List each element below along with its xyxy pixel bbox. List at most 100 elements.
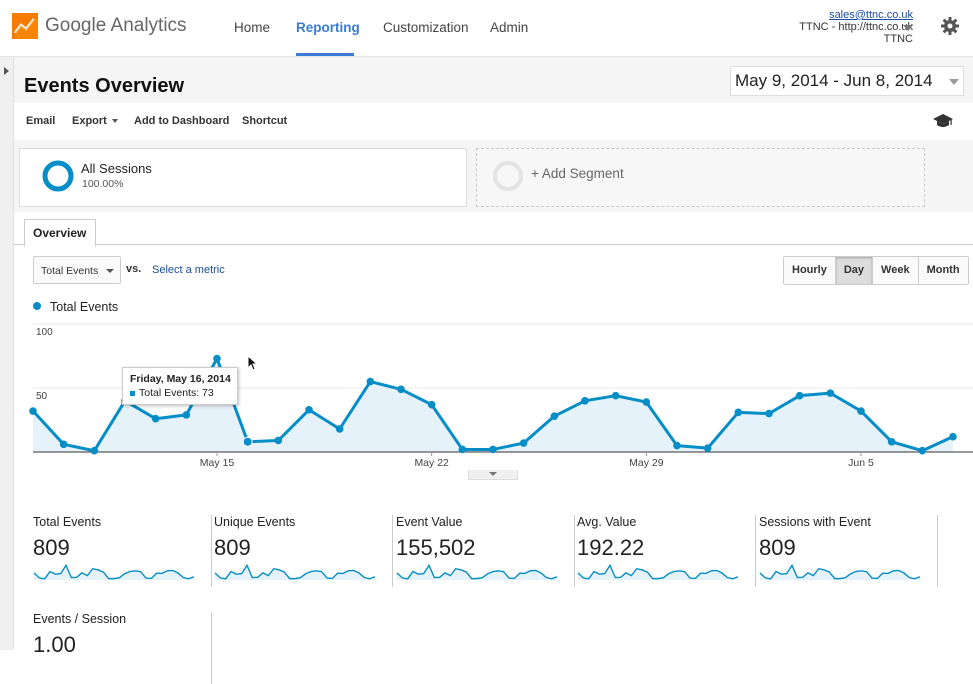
tooltip-value: Total Events: 73	[139, 387, 214, 399]
sparkline-area	[34, 565, 194, 580]
cursor-icon	[247, 355, 259, 371]
gear-icon[interactable]	[941, 17, 959, 35]
metric-label: Sessions with Event	[759, 515, 871, 529]
metric-value: 809	[214, 535, 251, 560]
tab-overview-label: Overview	[33, 226, 87, 240]
data-point[interactable]	[90, 446, 99, 455]
data-point[interactable]	[59, 440, 68, 449]
data-point[interactable]	[703, 444, 712, 452]
data-point[interactable]	[242, 436, 253, 447]
data-point[interactable]	[29, 407, 37, 415]
data-point[interactable]	[335, 425, 344, 433]
data-point[interactable]	[427, 400, 436, 409]
chevron-down-icon	[489, 472, 497, 476]
tooltip-date: Friday, May 16, 2014	[130, 373, 231, 385]
sidebar-toggle[interactable]	[0, 57, 14, 650]
data-point[interactable]	[151, 414, 160, 423]
account-selector[interactable]: sales@ttnc.co.uk TTNC - http://ttnc.co.u…	[799, 9, 913, 45]
metric-tile-total-events[interactable]: Total Events 809	[33, 515, 212, 587]
metric-value: 155,502	[396, 535, 476, 560]
series-area	[33, 358, 953, 452]
legend-label: Total Events	[50, 300, 119, 314]
granularity-toggle: Hourly Day Week Month	[783, 256, 969, 285]
sparkline-line	[759, 563, 921, 580]
data-point[interactable]	[489, 445, 497, 454]
nav-reporting[interactable]: Reporting	[296, 20, 360, 35]
data-point[interactable]	[918, 446, 927, 455]
chevron-down-icon	[106, 269, 114, 273]
x-tick-label: May 22	[414, 457, 449, 469]
chevron-down-icon[interactable]	[903, 25, 913, 31]
metric-value: 192.22	[577, 535, 645, 560]
data-point[interactable]	[519, 439, 528, 447]
data-point[interactable]	[857, 407, 865, 415]
month-button[interactable]: Month	[917, 257, 968, 284]
data-point[interactable]	[274, 436, 283, 445]
data-point[interactable]	[581, 397, 589, 405]
data-point[interactable]	[458, 445, 467, 454]
sparkline	[759, 563, 921, 580]
x-tick-label: Jun 5	[848, 457, 874, 469]
metric-tile-unique-events[interactable]: Unique Events 809	[214, 515, 393, 587]
graduation-cap-icon[interactable]	[933, 113, 953, 129]
data-point[interactable]	[887, 437, 896, 446]
nav-customization[interactable]: Customization	[383, 20, 469, 35]
metric-tile-event-value[interactable]: Event Value 155,502	[396, 515, 575, 587]
email-button[interactable]: Email	[26, 115, 56, 127]
data-point[interactable]	[673, 441, 681, 450]
tab-overview[interactable]: Overview	[24, 219, 96, 247]
google-analytics-logo[interactable]: Google Analytics	[12, 13, 187, 39]
hourly-button[interactable]: Hourly	[784, 257, 835, 284]
data-point[interactable]	[611, 391, 620, 400]
data-point[interactable]	[305, 405, 313, 414]
data-point[interactable]	[550, 412, 559, 420]
data-point[interactable]	[795, 391, 804, 400]
metric-value: 809	[759, 535, 796, 560]
account-property: TTNC - http://ttnc.co.uk	[799, 21, 913, 33]
account-email[interactable]: sales@ttnc.co.uk	[829, 9, 913, 21]
chart-tooltip: Friday, May 16, 2014 Total Events: 73	[122, 367, 238, 405]
sparkline-area	[397, 565, 557, 580]
analytics-logo-icon	[12, 13, 38, 39]
sparkline	[396, 563, 558, 580]
data-point[interactable]	[182, 411, 191, 419]
metric-dropdown-value: Total Events	[41, 265, 99, 277]
metric-tile-avg-value[interactable]: Avg. Value 192.22	[577, 515, 756, 587]
metric-tile-events-per-session[interactable]: Events / Session 1.00	[33, 612, 212, 684]
brand-google: Google	[45, 15, 107, 36]
nav-admin[interactable]: Admin	[490, 20, 529, 35]
data-point[interactable]	[366, 377, 375, 386]
report-toolbar	[14, 103, 973, 141]
data-point[interactable]	[642, 398, 651, 406]
data-point[interactable]	[826, 389, 835, 397]
add-to-dashboard-button[interactable]: Add to Dashboard	[134, 115, 230, 127]
metric-label: Unique Events	[214, 515, 296, 529]
tab-bar-line	[14, 244, 973, 245]
data-point[interactable]	[734, 408, 743, 417]
select-metric-link[interactable]: Select a metric	[152, 264, 225, 276]
nav-home[interactable]: Home	[234, 20, 271, 35]
data-point[interactable]	[397, 385, 405, 394]
sparkline	[214, 563, 376, 580]
add-segment-button[interactable]	[476, 148, 925, 207]
metric-tile-sessions-with-event[interactable]: Sessions with Event 809	[759, 515, 938, 587]
tooltip-value-row: Total Events: 73	[130, 387, 214, 399]
date-range-picker[interactable]: May 9, 2014 - Jun 8, 2014	[730, 66, 964, 96]
week-button[interactable]: Week	[872, 257, 918, 284]
day-button[interactable]: Day	[834, 257, 873, 284]
data-point[interactable]	[949, 432, 957, 441]
chart-collapse-handle[interactable]	[468, 470, 518, 480]
data-point[interactable]	[765, 409, 773, 418]
export-button[interactable]: Export	[72, 115, 118, 127]
metric-value: 1.00	[33, 632, 76, 657]
x-tick-label: May 29	[629, 457, 664, 469]
brand-name: Google Analytics	[45, 15, 187, 37]
metric-dropdown[interactable]: Total Events	[33, 256, 121, 284]
data-point[interactable]	[213, 354, 221, 363]
add-segment-label[interactable]: + Add Segment	[531, 166, 624, 181]
sparkline-line	[577, 563, 739, 580]
expand-sidebar-icon	[4, 67, 9, 75]
shortcut-button[interactable]: Shortcut	[242, 115, 288, 127]
segment-all-sessions[interactable]	[19, 148, 467, 207]
metric-label: Event Value	[396, 515, 463, 529]
